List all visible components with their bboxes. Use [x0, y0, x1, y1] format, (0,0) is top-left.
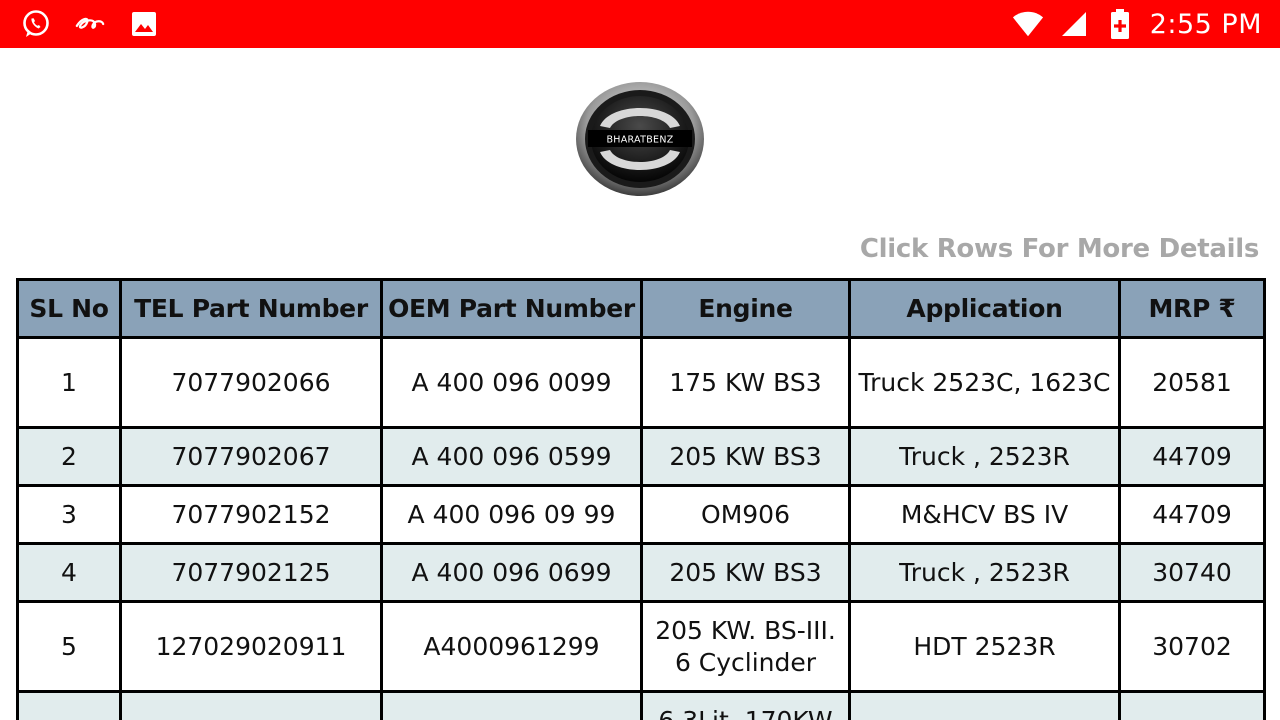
col-header-oem-part-number: OEM Part Number — [380, 278, 643, 339]
col-header-tel-part-number: TEL Part Number — [119, 278, 383, 339]
cell-engine: 205 KW BS3 — [640, 542, 851, 603]
table-row[interactable]: 5 127029020911 A4000961299 205 KW. BS-II… — [16, 600, 1266, 693]
wifi-icon — [1012, 8, 1044, 40]
cell-mrp — [1118, 690, 1266, 720]
cell-mrp: 30740 — [1118, 542, 1266, 603]
col-header-application: Application — [848, 278, 1121, 339]
cell-application: Truck 2523C, 1623C — [848, 336, 1121, 429]
app-notification-icon — [74, 8, 106, 40]
cell-engine: OM906 — [640, 484, 851, 545]
cell-sl-no: 5 — [16, 600, 122, 693]
cell-tel-part-number: 7077902066 — [119, 336, 383, 429]
clock: 2:55 PM — [1149, 8, 1262, 40]
parts-table: SL No TEL Part Number OEM Part Number En… — [16, 278, 1266, 720]
cell-tel-part-number: 127029020911 — [119, 600, 383, 693]
cell-oem-part-number: A 400 096 0099 — [380, 336, 643, 429]
cell-application: M&HCV BS IV — [848, 484, 1121, 545]
cell-engine: 205 KW BS3 — [640, 426, 851, 487]
cell-application — [848, 690, 1121, 720]
cell-tel-part-number: 7077902152 — [119, 484, 383, 545]
cell-application: Truck , 2523R — [848, 426, 1121, 487]
table-row[interactable]: 1 7077902066 A 400 096 0099 175 KW BS3 T… — [16, 336, 1266, 429]
cell-application: Truck , 2523R — [848, 542, 1121, 603]
bharatbenz-logo: BHARATBENZ — [574, 80, 706, 198]
battery-charging-icon — [1104, 8, 1136, 40]
cell-oem-part-number: A4000961299 — [380, 600, 643, 693]
cell-application: HDT 2523R — [848, 600, 1121, 693]
table-row[interactable]: 3 7077902152 A 400 096 09 99 OM906 M&HCV… — [16, 484, 1266, 545]
cell-sl-no — [16, 690, 122, 720]
cell-oem-part-number: A 400 096 0699 — [380, 542, 643, 603]
cell-mrp: 44709 — [1118, 484, 1266, 545]
table-row[interactable]: 4 7077902125 A 400 096 0699 205 KW BS3 T… — [16, 542, 1266, 603]
col-header-sl-no: SL No — [16, 278, 122, 339]
cell-oem-part-number: A 400 096 09 99 — [380, 484, 643, 545]
cell-engine: 205 KW. BS-III. 6 Cyclinder — [640, 600, 851, 693]
cell-tel-part-number — [119, 690, 383, 720]
cell-mrp: 44709 — [1118, 426, 1266, 487]
cell-mrp: 30702 — [1118, 600, 1266, 693]
cell-sl-no: 4 — [16, 542, 122, 603]
click-rows-hint: Click Rows For More Details — [859, 234, 1259, 264]
image-icon — [128, 8, 160, 40]
cell-oem-part-number — [380, 690, 643, 720]
cell-oem-part-number: A 400 096 0599 — [380, 426, 643, 487]
cell-tel-part-number: 7077902067 — [119, 426, 383, 487]
table-header-row: SL No TEL Part Number OEM Part Number En… — [16, 278, 1266, 339]
cell-engine: 6.3Lit. 170KW — [640, 690, 851, 720]
cellular-signal-icon — [1058, 8, 1090, 40]
cell-sl-no: 2 — [16, 426, 122, 487]
whatsapp-icon — [20, 8, 52, 40]
svg-text:BHARATBENZ: BHARATBENZ — [606, 135, 673, 146]
col-header-mrp: MRP ₹ — [1118, 278, 1266, 339]
cell-engine: 175 KW BS3 — [640, 336, 851, 429]
table-row[interactable]: 6.3Lit. 170KW — [16, 690, 1266, 720]
cell-tel-part-number: 7077902125 — [119, 542, 383, 603]
status-bar: 2:55 PM — [0, 0, 1280, 48]
cell-mrp: 20581 — [1118, 336, 1266, 429]
cell-sl-no: 3 — [16, 484, 122, 545]
col-header-engine: Engine — [640, 278, 851, 339]
cell-sl-no: 1 — [16, 336, 122, 429]
table-row[interactable]: 2 7077902067 A 400 096 0599 205 KW BS3 T… — [16, 426, 1266, 487]
